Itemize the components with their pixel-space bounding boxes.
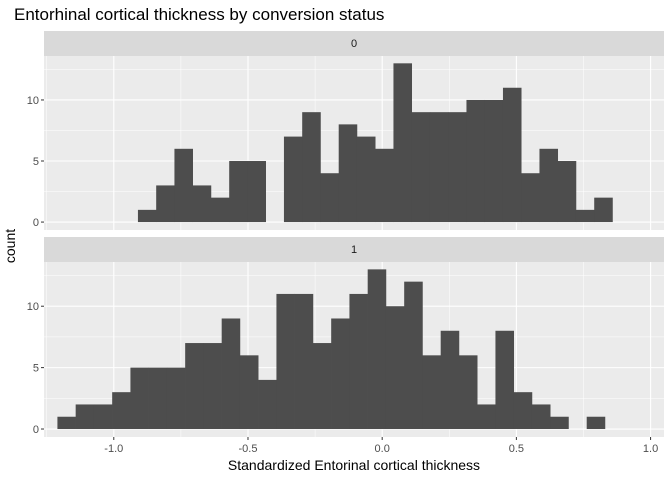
histogram-bar xyxy=(276,293,295,430)
y-tick-label: 5 xyxy=(33,363,39,375)
histogram-bar xyxy=(367,269,387,430)
histogram-bar xyxy=(247,161,266,223)
histogram-bar xyxy=(502,87,522,223)
histogram-bar xyxy=(229,161,248,223)
histogram-bar xyxy=(221,318,241,430)
histogram-bar xyxy=(458,355,478,430)
histogram-bar xyxy=(466,99,486,223)
histogram-bar xyxy=(338,124,358,223)
histogram-bar xyxy=(93,404,113,430)
histogram-bar xyxy=(137,209,157,223)
facet-panel-0: 0 0 5 10 xyxy=(27,31,664,230)
histogram-bar xyxy=(539,148,559,223)
histogram-bar xyxy=(484,99,504,223)
histogram-bar xyxy=(203,343,222,430)
x-tick-label: -0.5 xyxy=(238,443,257,455)
chart-title: Entorhinal cortical thickness by convers… xyxy=(14,5,384,24)
histogram-bar xyxy=(586,416,606,430)
histogram-bar xyxy=(210,197,230,223)
histogram-bar xyxy=(112,392,131,430)
histogram-bar xyxy=(57,416,76,430)
y-tick-label: 0 xyxy=(33,424,39,436)
histogram-bar xyxy=(166,367,186,430)
histogram-bar xyxy=(283,136,303,223)
y-tick-label: 5 xyxy=(33,156,39,168)
histogram-bar xyxy=(375,148,394,223)
histogram-bar xyxy=(349,293,368,430)
histogram-bar xyxy=(385,306,405,430)
histogram-bar xyxy=(356,136,376,223)
x-tick-label: -1.0 xyxy=(104,443,123,455)
histogram-bar xyxy=(550,416,569,430)
histogram-bar xyxy=(156,185,175,223)
histogram-bar xyxy=(440,330,460,430)
histogram-bar xyxy=(477,404,496,430)
histogram-bar xyxy=(404,281,423,430)
histogram-bar xyxy=(429,112,449,223)
x-tick-label: 0.5 xyxy=(509,443,524,455)
histogram-bar xyxy=(557,161,577,223)
histogram-bar xyxy=(521,173,540,223)
x-tick-label: 0.0 xyxy=(375,443,390,455)
y-tick-label: 10 xyxy=(27,301,39,313)
histogram-bar xyxy=(594,197,613,223)
facet-strip xyxy=(44,31,664,56)
histogram-bar xyxy=(331,318,350,430)
histogram-bar xyxy=(185,343,204,430)
histogram-bar xyxy=(495,330,514,430)
histogram-bar xyxy=(575,209,595,223)
y-axis-title: count xyxy=(2,229,18,263)
histogram-bar xyxy=(294,293,314,430)
histogram-bar xyxy=(393,63,413,223)
facet-strip xyxy=(44,237,664,262)
histogram-bar xyxy=(258,379,277,430)
histogram-bar xyxy=(531,404,551,430)
y-tick-label: 10 xyxy=(27,95,39,107)
histogram-bar xyxy=(130,367,149,430)
histogram-bar xyxy=(239,355,259,430)
histogram-bar xyxy=(192,185,212,223)
x-tick-label: 1.0 xyxy=(643,443,658,455)
histogram-bar xyxy=(312,343,332,430)
facet-strip-label: 1 xyxy=(351,244,357,256)
histogram-bar xyxy=(302,112,321,223)
histogram-bar xyxy=(174,148,193,223)
histogram-bar xyxy=(513,392,533,430)
histogram-bar xyxy=(75,404,95,430)
histogram-bar xyxy=(148,367,168,430)
histogram-bar xyxy=(448,112,467,223)
facet-strip-label: 0 xyxy=(351,38,357,50)
histogram-bar xyxy=(411,112,431,223)
x-axis: -1.0 -0.5 0.0 0.5 1.0 xyxy=(104,437,658,455)
histogram-bar xyxy=(422,355,441,430)
y-tick-label: 0 xyxy=(33,217,39,229)
x-axis-title: Standardized Entorinal cortical thicknes… xyxy=(228,457,480,473)
histogram-bar xyxy=(320,173,340,223)
